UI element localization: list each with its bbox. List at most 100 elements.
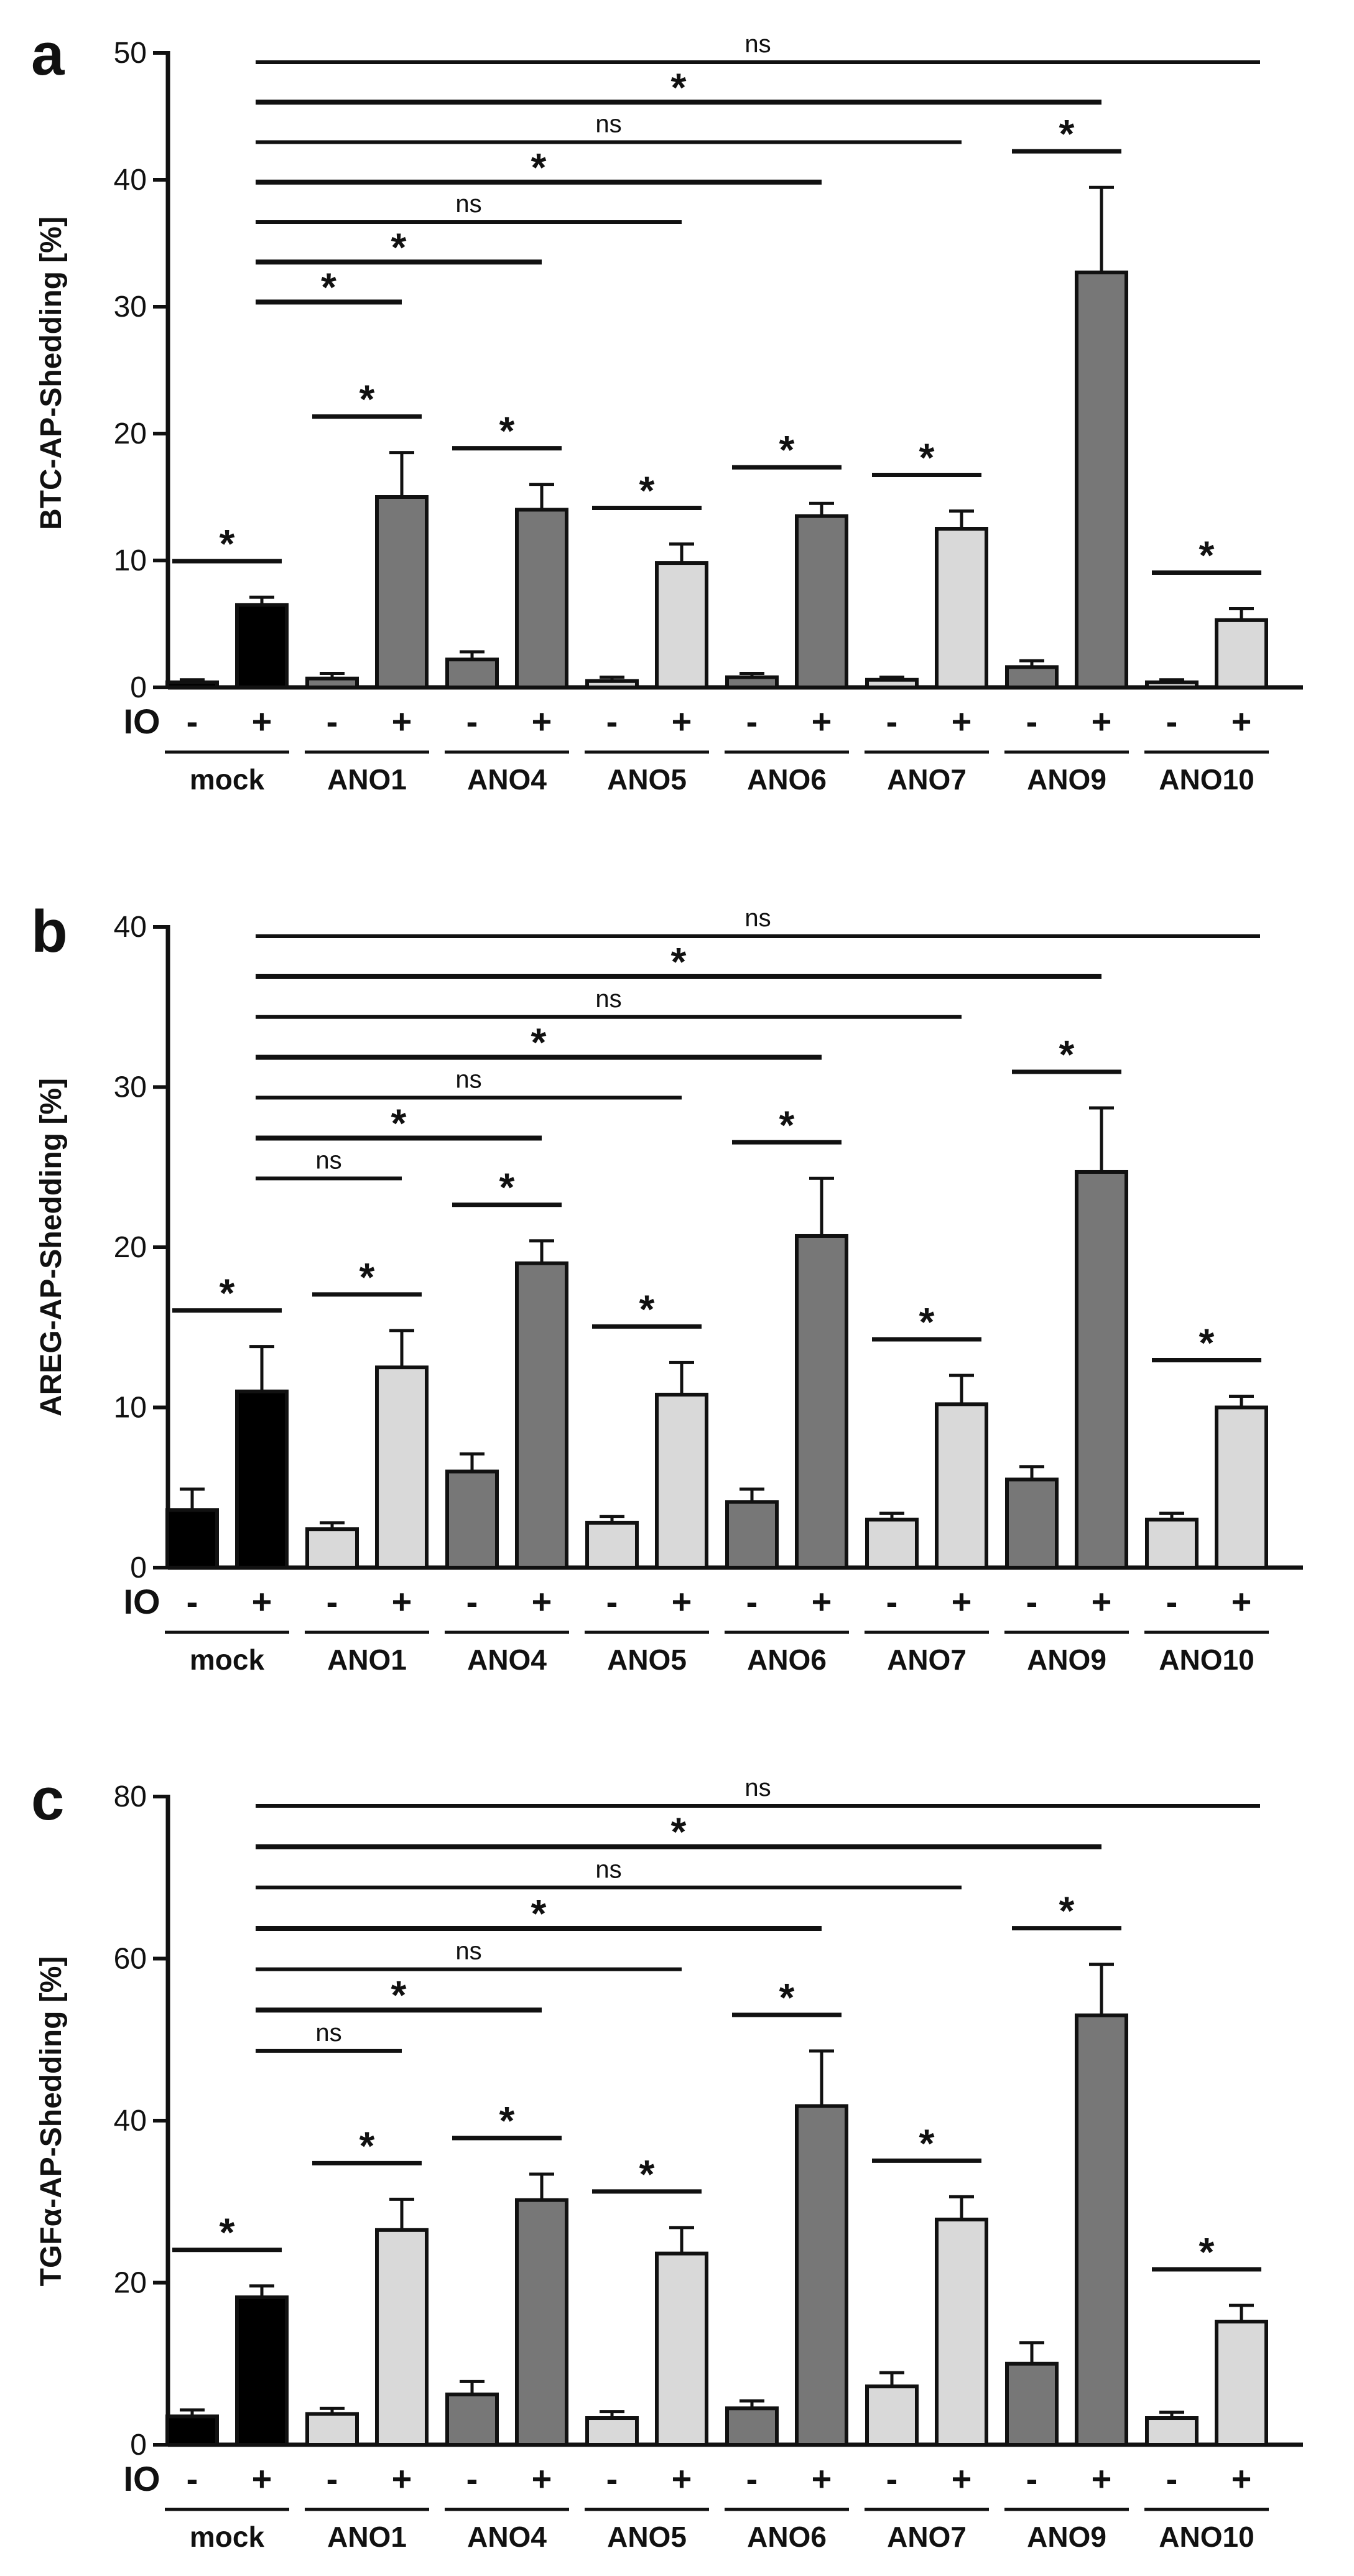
group-label: ANO10 [1159, 1644, 1254, 1676]
bar-mock-plus [235, 2295, 289, 2447]
bar-ano4-minus [445, 1469, 499, 1569]
bar-ano10-plus [1215, 2320, 1268, 2447]
bar-ano9-minus [1005, 1477, 1059, 1569]
significance-marker: * [919, 435, 935, 480]
significance-marker: * [220, 521, 235, 566]
comparison-label: ns [595, 111, 621, 138]
condition-sign: - [466, 2459, 478, 2498]
y-tick-label: 0 [130, 2429, 147, 2462]
group-label: ANO4 [467, 1644, 547, 1676]
group-label: ANO10 [1159, 763, 1254, 796]
bar-mock-minus [165, 1508, 219, 1570]
bar-ano6-minus [725, 675, 779, 690]
bar-ano7-plus [935, 1402, 988, 1570]
bar-ano7-minus [865, 2384, 919, 2447]
y-tick-label: 20 [114, 1231, 147, 1264]
condition-sign: + [532, 2459, 552, 2498]
group-label: ANO7 [887, 1644, 967, 1676]
bar-ano6-plus [795, 514, 848, 689]
significance-marker: * [1059, 1889, 1075, 1933]
condition-sign: + [952, 702, 972, 741]
significance-marker: * [1199, 2230, 1215, 2274]
bar-mock-plus [235, 1389, 289, 1569]
group-label: ANO6 [747, 763, 827, 796]
group-label: ANO9 [1027, 763, 1106, 796]
significance-marker: * [639, 2152, 655, 2197]
significance-marker: * [220, 2210, 235, 2255]
comparison-label: ns [744, 1774, 771, 1802]
condition-sign: - [187, 2459, 198, 2498]
condition-sign: - [886, 702, 898, 741]
condition-sign: - [1166, 1582, 1178, 1621]
condition-sign: - [187, 1582, 198, 1621]
condition-sign: - [187, 702, 198, 741]
bar-ano1-plus [375, 1365, 429, 1569]
comparison-label: ns [315, 2019, 341, 2047]
group-label: ANO4 [467, 763, 547, 796]
bar-ano4-plus [515, 2198, 568, 2447]
condition-sign: - [466, 1582, 478, 1621]
bar-mock-minus [165, 680, 219, 689]
condition-sign: - [327, 2459, 338, 2498]
bar-ano10-minus [1145, 680, 1199, 689]
y-axis-label: BTC-AP-Shedding [%] [35, 216, 68, 530]
condition-label: IO [123, 702, 160, 741]
bar-ano1-minus [305, 2412, 359, 2447]
comparison-label: ns [455, 1938, 481, 1965]
condition-sign: - [746, 1582, 758, 1621]
group-label: ANO6 [747, 2521, 827, 2553]
significance-marker: * [1199, 1320, 1215, 1365]
group-label: ANO7 [887, 2521, 967, 2553]
bar-ano10-minus [1145, 2416, 1199, 2447]
bar-ano7-plus [935, 527, 988, 689]
condition-sign: - [1026, 2459, 1038, 2498]
condition-sign: + [672, 1582, 692, 1621]
condition-sign: + [1231, 702, 1252, 741]
condition-sign: + [252, 1582, 272, 1621]
group-label: mock [190, 763, 265, 796]
condition-sign: - [886, 1582, 898, 1621]
bar-ano7-minus [865, 1517, 919, 1569]
bar-mock-minus [165, 2414, 219, 2447]
bar-ano4-plus [515, 508, 568, 690]
group-label: ANO9 [1027, 1644, 1106, 1676]
group-label: mock [190, 1644, 265, 1676]
significance-marker: * [1059, 1032, 1075, 1077]
y-tick-label: 40 [114, 2104, 147, 2137]
bar-ano6-plus [795, 2104, 848, 2447]
significance-marker: * [779, 1975, 795, 2020]
significance-marker: * [220, 1271, 235, 1316]
y-tick-label: 0 [130, 671, 147, 704]
bar-ano9-plus [1075, 1169, 1128, 1569]
significance-marker: * [779, 427, 795, 472]
comparison-label: * [671, 939, 687, 984]
comparison-label: ns [744, 904, 771, 932]
bar-ano6-plus [795, 1234, 848, 1569]
condition-sign: + [532, 1582, 552, 1621]
comparison-label: * [531, 145, 547, 190]
comparison-label: ns [455, 190, 481, 218]
y-tick-label: 40 [114, 164, 147, 197]
y-tick-label: 20 [114, 2267, 147, 2300]
condition-sign: - [1026, 702, 1038, 741]
bar-ano1-minus [305, 676, 359, 689]
y-tick-label: 20 [114, 417, 147, 450]
condition-sign: - [746, 702, 758, 741]
bar-ano1-minus [305, 1527, 359, 1569]
bar-ano5-plus [655, 2251, 708, 2447]
condition-sign: - [327, 702, 338, 741]
condition-sign: + [252, 2459, 272, 2498]
bar-ano4-minus [445, 2392, 499, 2447]
bar-ano9-plus [1075, 2013, 1128, 2447]
group-label: ANO6 [747, 1644, 827, 1676]
significance-marker: * [639, 1286, 655, 1331]
bar-ano10-plus [1215, 1405, 1268, 1569]
y-axis-label: TGFα-AP-Shedding [%] [35, 1956, 68, 2287]
panel-letter: b [31, 898, 68, 965]
y-tick-label: 10 [114, 544, 147, 577]
comparison-label: * [671, 65, 687, 109]
bar-ano7-minus [865, 677, 919, 690]
